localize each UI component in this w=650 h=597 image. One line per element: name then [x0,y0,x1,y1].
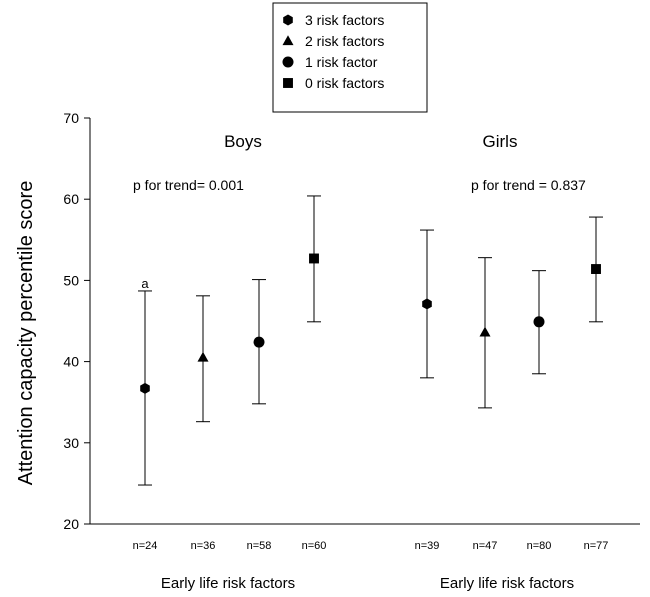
legend-entry: 3 risk factors [283,12,384,28]
marker-hexagon [422,298,432,310]
trend-label-girls: p for trend = 0.837 [471,177,586,193]
y-axis-label: Attention capacity percentile score [15,181,37,486]
legend-box [272,2,428,113]
marker-hexagon [140,382,150,394]
legend-entry: 0 risk factors [283,75,384,91]
y-tick-label: 40 [63,354,79,370]
legend-marker-hexagon [283,14,293,26]
marker-triangle [282,35,294,46]
marker-triangle [479,326,491,337]
legend: 3 risk factors 2 risk factors 1 risk fac… [272,2,428,113]
n-label: n=36 [191,540,216,552]
trend-label-boys: p for trend= 0.001 [133,177,244,193]
n-label: n=77 [584,540,609,552]
n-label: n=39 [415,540,440,552]
marker-circle [533,316,545,328]
marker-square [309,253,319,264]
group-title-boys: Boys [224,132,262,151]
legend-marker-triangle [282,35,294,46]
marker-square [591,264,601,274]
y-tick-label: 50 [63,272,79,288]
marker-triangle [197,351,209,362]
marker-circle [282,56,294,68]
x-axis-label-boys: Early life risk factors [161,575,295,592]
legend-label: 2 risk factors [305,33,384,49]
n-label: n=58 [247,540,272,552]
data-marks: a n=24 n=36 n=58 n=60 n=39 n=47 n=80 n=77 [133,195,609,552]
marker-square [283,78,293,88]
group-title-girls: Girls [483,132,518,151]
y-tick-label: 70 [63,110,79,126]
point-annotation: a [141,276,149,291]
legend-label: 1 risk factor [305,54,378,70]
y-tick-label: 30 [63,435,79,451]
y-tick-label: 60 [63,191,79,207]
marker-circle [253,336,265,348]
n-label: n=60 [302,540,327,552]
legend-entry: 2 risk factors [282,33,384,49]
n-label: n=24 [133,540,158,552]
legend-entry: 1 risk factor [282,54,378,70]
legend-label: 0 risk factors [305,75,384,91]
y-ticks: 20 30 40 50 60 70 [63,110,90,532]
x-axis-label-girls: Early life risk factors [440,575,574,592]
n-label: n=80 [527,540,552,552]
legend-marker-circle [282,56,294,68]
marker-hexagon [283,14,293,26]
legend-label: 3 risk factors [305,12,384,28]
y-tick-label: 20 [63,516,79,532]
legend-marker-square [283,78,293,88]
n-label: n=47 [473,540,498,552]
